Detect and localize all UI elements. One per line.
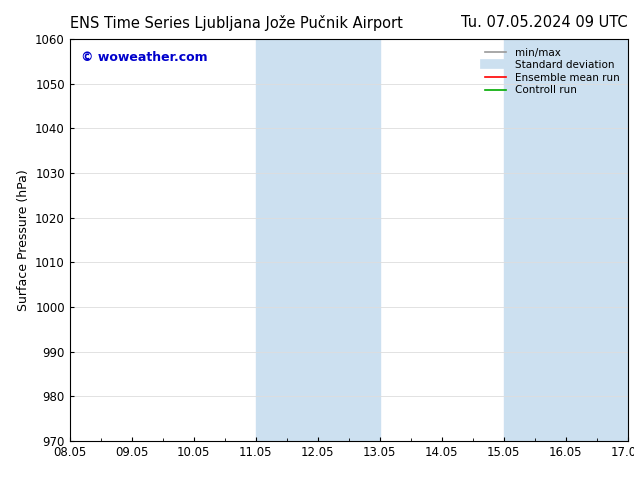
Y-axis label: Surface Pressure (hPa): Surface Pressure (hPa) [16, 169, 30, 311]
Bar [256, 39, 380, 441]
Text: Tu. 07.05.2024 09 UTC: Tu. 07.05.2024 09 UTC [461, 15, 628, 30]
Bar [503, 39, 628, 441]
Legend: min/max, Standard deviation, Ensemble mean run, Controll run: min/max, Standard deviation, Ensemble me… [482, 45, 623, 98]
Text: © woweather.com: © woweather.com [81, 51, 207, 64]
Text: ENS Time Series Ljubljana Jože Pučnik Airport: ENS Time Series Ljubljana Jože Pučnik Ai… [70, 15, 403, 31]
